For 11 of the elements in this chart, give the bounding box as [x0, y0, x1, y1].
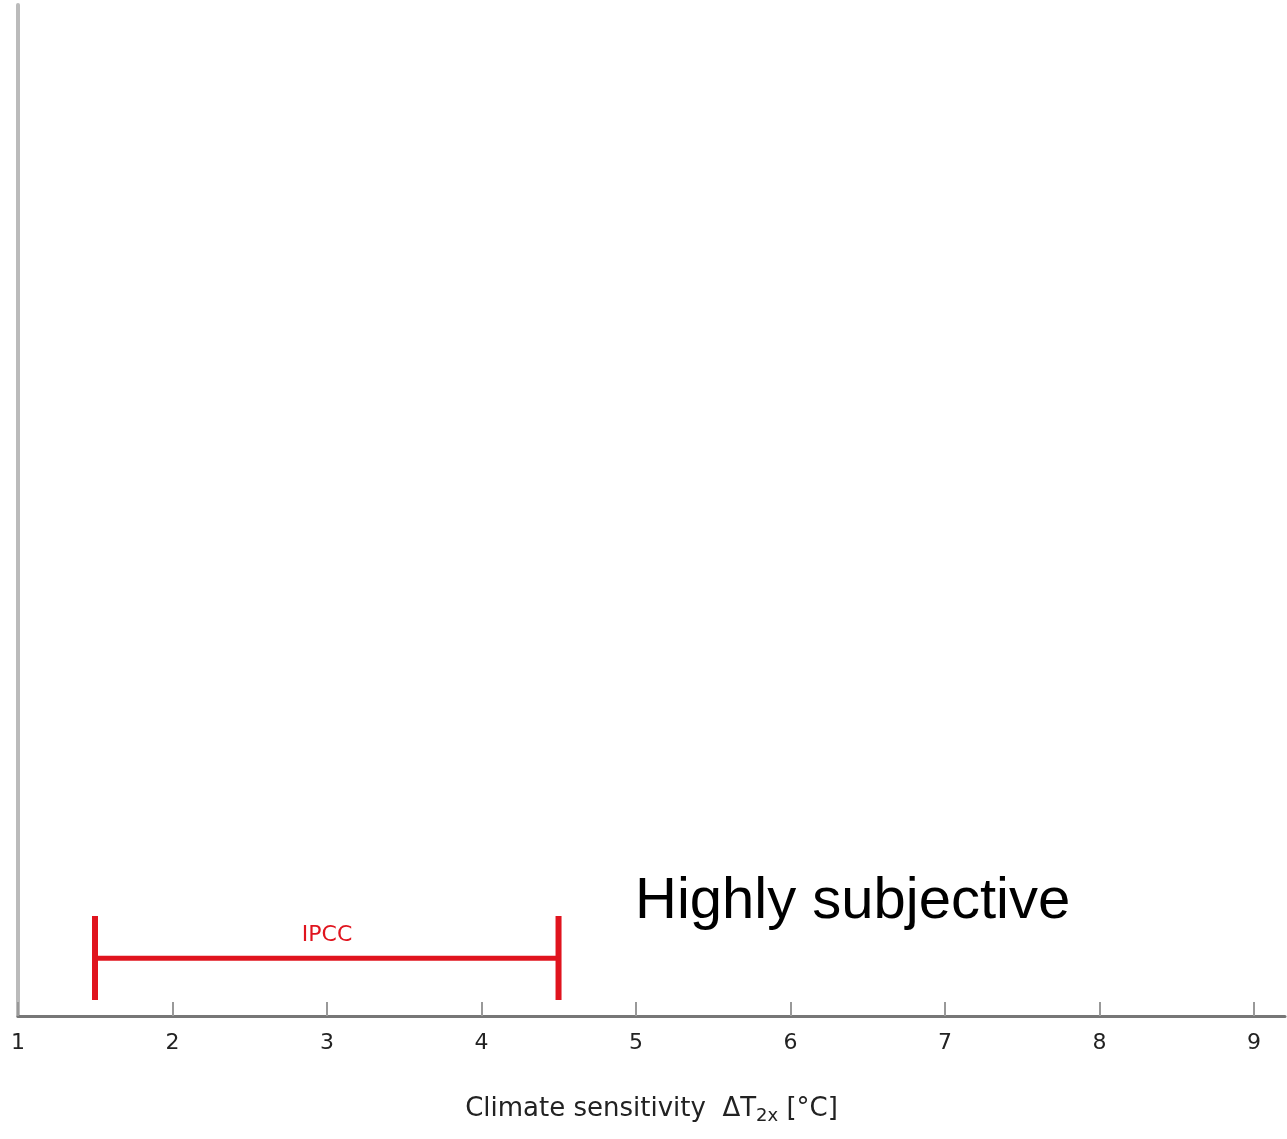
y-tick-label: IPCC	[301, 920, 353, 946]
x-tick-label: 9	[1247, 1028, 1262, 1054]
annotation: Highly subjective	[635, 864, 1071, 930]
x-tick-label: 8	[1092, 1028, 1107, 1054]
x-tick-label: 2	[165, 1028, 180, 1054]
x-tick-label: 6	[783, 1028, 798, 1054]
x-tick-label: 5	[629, 1028, 644, 1054]
x-tick-label: 4	[474, 1028, 489, 1054]
x-tick-label: 1	[11, 1028, 25, 1054]
x-tick-label: 7	[938, 1028, 953, 1054]
x-tick-label: 3	[320, 1028, 335, 1054]
